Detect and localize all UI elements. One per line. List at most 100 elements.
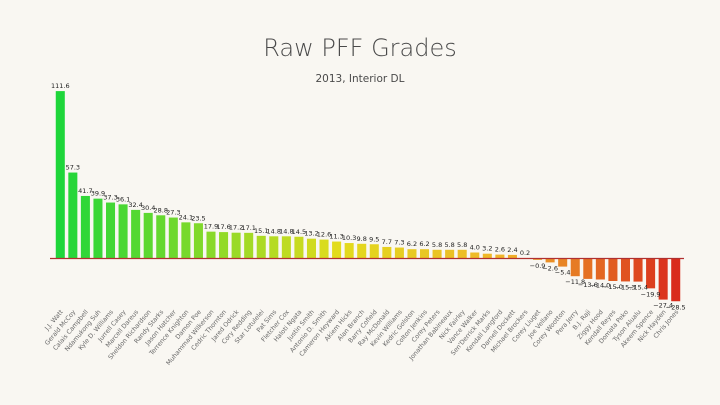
bar-value-label: −5.4 — [555, 269, 571, 277]
bar-value-label: 10.3 — [342, 234, 356, 242]
bar — [482, 253, 492, 259]
bar-value-label: 17.9 — [204, 223, 218, 231]
bar — [595, 258, 605, 280]
bar — [545, 258, 555, 263]
bar-value-label: 5.8 — [432, 241, 442, 249]
bar — [219, 232, 229, 259]
bar-value-label: 14.8 — [279, 227, 293, 235]
chart-title: Raw PFF Grades — [263, 34, 457, 62]
bar — [143, 212, 153, 259]
bar — [608, 258, 618, 281]
bar — [231, 232, 241, 259]
bar — [457, 249, 467, 259]
bar — [206, 231, 216, 259]
bar-value-label: 6.2 — [407, 240, 417, 248]
bar — [620, 258, 630, 282]
bar — [294, 236, 304, 259]
value-labels-group: 111.6 57.3 41.739.937.336.132.430.428.827.… — [51, 82, 686, 311]
bar — [495, 254, 505, 259]
bar — [470, 252, 480, 259]
bar-value-label: 5.8 — [444, 241, 454, 249]
bar — [193, 223, 203, 259]
bar-value-label: 17.1 — [241, 224, 255, 232]
bar-value-label: 27.3 — [166, 209, 180, 217]
bar-value-label: 3.2 — [482, 245, 492, 253]
bar-value-label: 24.1 — [179, 213, 193, 221]
bar — [583, 258, 593, 279]
bar — [68, 172, 78, 259]
bar — [55, 91, 65, 259]
bar-value-label: 2.6 — [495, 246, 505, 254]
bar-value-label: 17.6 — [216, 223, 230, 231]
bar — [93, 198, 103, 259]
bar — [658, 258, 668, 300]
bar — [256, 235, 266, 259]
bar — [558, 258, 568, 267]
bar-value-label: −13.6 — [578, 281, 598, 289]
bar-value-label: 15.1 — [254, 227, 268, 235]
bar-value-label: 28.8 — [154, 206, 168, 214]
bar — [420, 249, 430, 259]
bar-value-label: −27.4 — [653, 302, 673, 310]
bar — [156, 215, 166, 259]
bar-value-label: −19.9 — [641, 290, 661, 298]
bar-value-label: 17.2 — [229, 224, 243, 232]
bar-value-label: 4.0 — [470, 244, 480, 252]
bar — [570, 258, 580, 277]
bar-value-label: 111.6 — [51, 82, 70, 90]
bar-value-label: 9.8 — [357, 235, 367, 243]
bar-value-label: −11.8 — [565, 278, 585, 286]
bar-value-label: 11.3 — [329, 233, 343, 241]
bar-value-label: 23.5 — [191, 214, 205, 222]
bar — [344, 243, 354, 259]
bar — [671, 258, 681, 302]
bar-value-label: 37.3 — [103, 194, 117, 202]
bar-value-label: 14.8 — [267, 227, 281, 235]
bar — [369, 244, 379, 259]
bar — [106, 202, 116, 259]
bar-value-label: 41.7 — [78, 187, 92, 195]
bar — [118, 204, 128, 259]
bar — [181, 222, 191, 259]
bar-value-label: 32.4 — [128, 201, 142, 209]
bar — [382, 246, 392, 259]
bar — [80, 195, 90, 259]
bar — [281, 236, 291, 259]
bar-value-label: 7.7 — [382, 238, 392, 246]
bar-value-label: 57.3 — [66, 164, 80, 172]
bar — [244, 232, 254, 259]
bar-value-label: 5.8 — [457, 241, 467, 249]
bar — [131, 209, 141, 259]
bar — [394, 247, 404, 259]
bar-value-label: 13.2 — [304, 230, 318, 238]
bar-value-label: −15.0 — [603, 283, 623, 291]
bar-value-label: 12.6 — [317, 231, 331, 239]
bar-value-label: 6.2 — [419, 240, 429, 248]
bar — [332, 241, 342, 259]
bar-value-label: 14.5 — [292, 228, 306, 236]
bar — [646, 258, 656, 289]
bar-value-label: 7.3 — [394, 239, 404, 247]
bar — [633, 258, 643, 282]
chart-subtitle: 2013, Interior DL — [316, 73, 405, 85]
bars-group — [55, 91, 681, 302]
bar-value-label: 2.4 — [507, 246, 517, 254]
bar — [407, 249, 417, 259]
bar — [269, 236, 279, 259]
bar-value-label: −14.0 — [590, 282, 610, 290]
bar — [168, 217, 178, 259]
bar — [432, 249, 442, 259]
bar — [507, 254, 517, 259]
bar — [306, 238, 316, 259]
bar-value-label: −15.3 — [616, 283, 636, 291]
bar — [445, 249, 455, 259]
bar-value-label: −28.5 — [666, 303, 686, 311]
bar — [319, 239, 329, 259]
bar-value-label: −15.4 — [628, 284, 648, 292]
bar-value-label: 36.1 — [116, 195, 130, 203]
bar-value-label: 30.4 — [141, 204, 155, 212]
bar — [533, 258, 543, 260]
bar-value-label: 9.5 — [369, 235, 379, 243]
